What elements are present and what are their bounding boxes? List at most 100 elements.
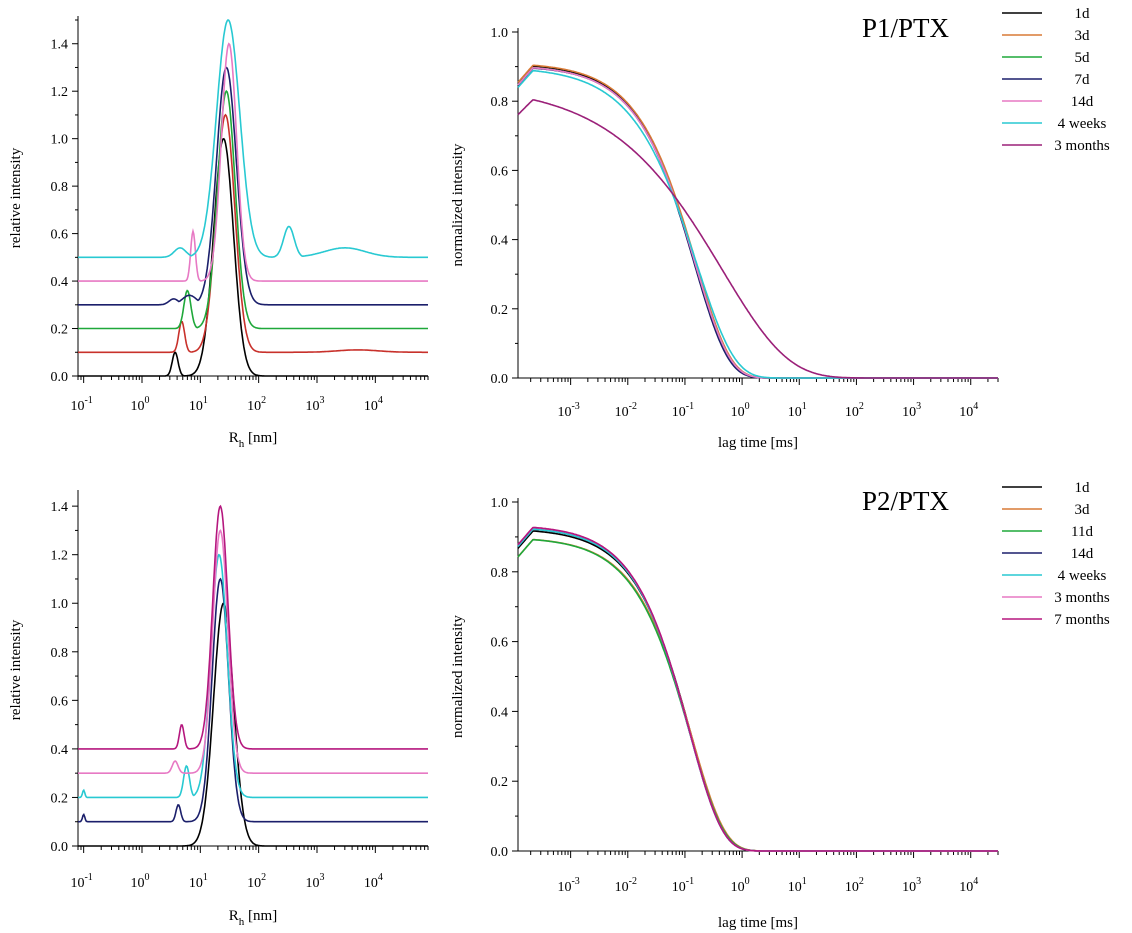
series-line-7-months — [517, 526, 998, 852]
x-tick-exponent: 0 — [745, 401, 750, 412]
x-axis-label-sub: h — [239, 916, 245, 928]
y-tick-label: 0.0 — [51, 370, 69, 385]
y-tick-label: 0.4 — [491, 705, 509, 720]
x-axis-label: Rh [nm] — [229, 908, 277, 928]
series-line-4 — [78, 504, 428, 750]
x-tick-label: 10-2 — [615, 876, 637, 895]
panel-p2-size-distribution: 0.00.20.40.60.81.01.21.410-1 100 101 102 103… — [8, 490, 429, 928]
x-tick-exponent: 2 — [859, 401, 864, 412]
x-axis-label: lag time [ms] — [718, 915, 798, 931]
x-tick-base: 10 — [70, 399, 84, 414]
series-line-1d — [517, 65, 998, 379]
x-tick-exponent: -2 — [629, 876, 637, 887]
x-tick-exponent: -1 — [84, 872, 92, 883]
x-tick-label: 104 — [959, 401, 978, 420]
series-line-3 — [78, 66, 428, 306]
x-tick-exponent: 3 — [916, 401, 921, 412]
x-tick-label: 104 — [364, 872, 383, 891]
legend-label: 4 weeks — [1058, 116, 1107, 132]
x-tick-label: 103 — [902, 401, 921, 420]
legend-label: 3 months — [1054, 590, 1110, 606]
y-tick-label: 0.8 — [51, 646, 69, 661]
series-line-14d — [517, 528, 998, 852]
y-tick-label: 0.6 — [51, 694, 69, 709]
x-tick-exponent: 1 — [802, 876, 807, 887]
series-line-2 — [78, 89, 428, 330]
legend-label: 11d — [1071, 524, 1093, 540]
x-tick-base: 10 — [247, 399, 261, 414]
series-line-14d — [517, 66, 998, 379]
y-tick-label: 1.0 — [491, 26, 509, 41]
x-tick-label: 10-1 — [672, 401, 694, 420]
y-tick-label: 0.8 — [491, 95, 509, 110]
series-line-3-months — [517, 99, 998, 379]
x-tick-label: 102 — [247, 872, 266, 891]
legend-label: 3 months — [1054, 138, 1110, 154]
series-line-0 — [78, 602, 428, 847]
x-tick-label: 102 — [247, 395, 266, 414]
x-tick-label: 10-1 — [70, 395, 92, 414]
x-tick-label: 100 — [130, 395, 149, 414]
legend-label: 7d — [1075, 72, 1091, 88]
x-tick-base: 10 — [902, 405, 916, 420]
y-tick-label: 0.2 — [51, 791, 69, 806]
series-line-3d — [517, 64, 998, 379]
series-line-1 — [78, 113, 428, 354]
x-tick-exponent: -2 — [629, 401, 637, 412]
x-tick-base: 10 — [615, 880, 629, 895]
x-tick-label: 100 — [731, 401, 750, 420]
x-tick-exponent: -1 — [686, 401, 694, 412]
x-tick-base: 10 — [959, 405, 973, 420]
x-tick-exponent: 1 — [802, 401, 807, 412]
x-tick-exponent: 2 — [859, 876, 864, 887]
x-tick-base: 10 — [305, 876, 319, 891]
y-tick-label: 0.8 — [491, 566, 509, 581]
y-axis-label: relative intensity — [8, 619, 24, 720]
x-tick-base: 10 — [615, 405, 629, 420]
x-tick-exponent: 1 — [203, 872, 208, 883]
legend-label: 3d — [1075, 502, 1091, 518]
y-axis-label: normalized intensity — [450, 615, 466, 738]
x-tick-exponent: 2 — [261, 872, 266, 883]
x-tick-exponent: 3 — [319, 872, 324, 883]
series-line-5 — [78, 19, 428, 259]
y-tick-label: 0.0 — [51, 840, 69, 855]
series-line-5d — [517, 66, 998, 379]
x-tick-label: 10-3 — [557, 401, 579, 420]
x-axis-label-unit: [nm] — [244, 908, 277, 924]
legend-label: 4 weeks — [1058, 568, 1107, 584]
y-tick-label: 0.6 — [51, 228, 69, 243]
x-tick-label: 101 — [189, 395, 208, 414]
legend-label: 1d — [1075, 480, 1091, 496]
x-tick-base: 10 — [788, 405, 802, 420]
panel-p1-size-distribution: 0.00.20.40.60.81.01.21.410-1 100 101 102 103… — [8, 16, 429, 450]
x-tick-exponent: 4 — [378, 395, 383, 406]
y-tick-label: 1.0 — [491, 496, 509, 511]
x-tick-base: 10 — [305, 399, 319, 414]
series-line-4-weeks — [517, 528, 998, 852]
x-tick-label: 104 — [959, 876, 978, 895]
x-tick-exponent: 0 — [745, 876, 750, 887]
panel-p2-correlation: 0.00.20.40.60.81.010-3 10-2 10-1 100 101 102 1… — [450, 480, 1110, 931]
legend-label: 3d — [1075, 28, 1091, 44]
x-tick-exponent: -3 — [571, 876, 579, 887]
x-tick-base: 10 — [557, 405, 571, 420]
x-tick-exponent: 3 — [916, 876, 921, 887]
y-tick-label: 0.8 — [51, 180, 69, 195]
x-axis-label-main: R — [229, 908, 239, 924]
y-tick-label: 0.6 — [491, 636, 509, 651]
x-tick-base: 10 — [902, 880, 916, 895]
x-tick-label: 104 — [364, 395, 383, 414]
x-tick-base: 10 — [731, 880, 745, 895]
x-tick-base: 10 — [731, 405, 745, 420]
series-line-3-months — [517, 526, 998, 852]
x-tick-base: 10 — [364, 876, 378, 891]
series-line-7d — [517, 67, 998, 379]
x-tick-exponent: -1 — [686, 876, 694, 887]
panel-p1-correlation: 0.00.20.40.60.81.010-3 10-2 10-1 100 101 102 1… — [450, 6, 1110, 451]
legend-label: 1d — [1075, 6, 1091, 22]
x-tick-exponent: 3 — [319, 395, 324, 406]
x-tick-exponent: 4 — [973, 876, 978, 887]
series-line-11d — [517, 538, 998, 852]
